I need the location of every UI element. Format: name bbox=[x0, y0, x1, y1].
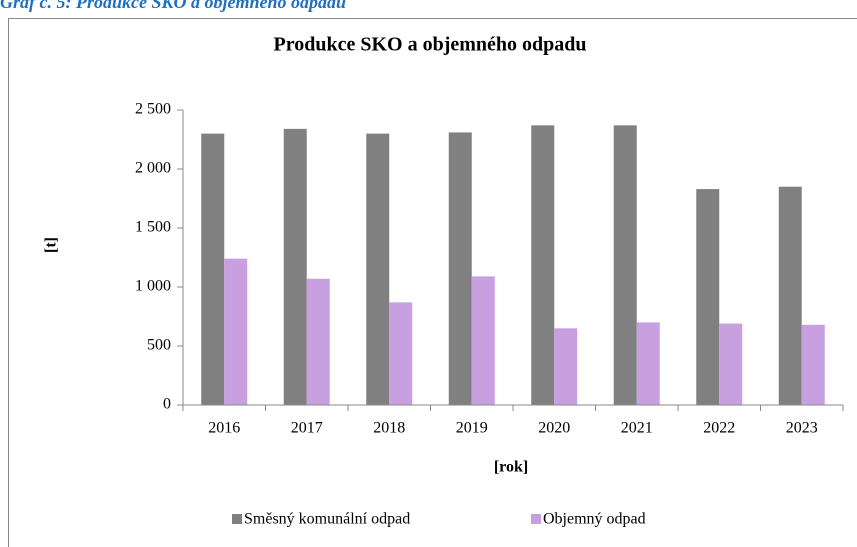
y-tick-label: 2 500 bbox=[135, 101, 171, 118]
y-axis-title: [t] bbox=[43, 237, 60, 253]
x-axis-title: [rok] bbox=[494, 459, 528, 476]
bar bbox=[554, 328, 578, 405]
bar bbox=[719, 323, 743, 405]
caption: Graf č. 5: Produkce SKO a objemného odpa… bbox=[0, 0, 346, 12]
x-tick-label: 2021 bbox=[621, 420, 653, 437]
legend-swatch bbox=[531, 514, 541, 524]
legend-label: Objemný odpad bbox=[543, 511, 646, 528]
bar bbox=[636, 322, 660, 405]
y-tick-label: 1 500 bbox=[135, 219, 171, 236]
bar bbox=[283, 128, 307, 405]
y-tick-label: 500 bbox=[147, 337, 171, 354]
bar bbox=[448, 132, 472, 406]
bar bbox=[389, 302, 413, 405]
x-tick-label: 2018 bbox=[373, 420, 405, 437]
chart-title: Produkce SKO a objemného odpadu bbox=[273, 34, 586, 56]
y-tick-label: 0 bbox=[163, 396, 171, 413]
x-tick-label: 2023 bbox=[786, 420, 818, 437]
legend-swatch bbox=[232, 514, 242, 524]
x-tick-label: 2019 bbox=[456, 420, 488, 437]
bar bbox=[201, 133, 225, 405]
x-tick-label: 2017 bbox=[291, 420, 323, 437]
x-tick-label: 2016 bbox=[208, 420, 240, 437]
y-tick-label: 2 000 bbox=[135, 160, 171, 177]
y-tick-label: 1 000 bbox=[135, 278, 171, 295]
bar bbox=[531, 125, 555, 405]
legend-label: Směsný komunální odpad bbox=[244, 511, 410, 528]
x-tick-label: 2020 bbox=[538, 420, 570, 437]
bar bbox=[696, 189, 720, 405]
bar bbox=[306, 278, 330, 405]
bar bbox=[471, 276, 495, 405]
bar bbox=[366, 133, 390, 405]
bar bbox=[224, 258, 248, 405]
bar bbox=[778, 186, 802, 405]
x-tick-label: 2022 bbox=[703, 420, 735, 437]
bar bbox=[613, 125, 637, 405]
chart-border bbox=[8, 18, 857, 547]
bar bbox=[801, 324, 825, 405]
